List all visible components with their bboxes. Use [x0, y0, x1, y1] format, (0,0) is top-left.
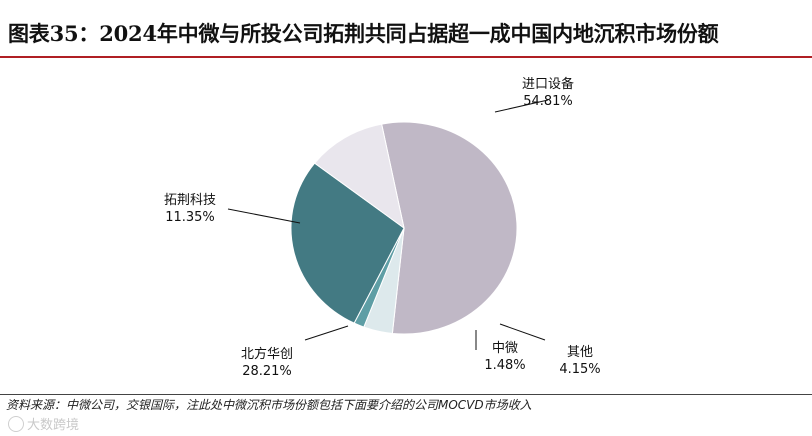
watermark: 大数跨境 — [8, 414, 79, 433]
slice-name-label-2: 中微 — [492, 341, 518, 356]
leader-lines — [227, 99, 549, 350]
slice-name-label-4: 拓荆科技 — [164, 192, 216, 208]
pie-slice-4 — [313, 123, 405, 230]
leader-line-4 — [227, 208, 301, 224]
slice-value-label-0: 54.81% — [523, 94, 573, 109]
slice-value-label-3: 28.21% — [242, 364, 292, 379]
leader-line-1 — [499, 323, 546, 341]
title-rule — [0, 56, 812, 58]
slice-value-label-4: 11.35% — [165, 210, 215, 225]
slice-labels: 进口设备 54.81% 其他 4.15% 中微 1.48% 北方华创 28.21% 拓荆科技 11… — [164, 76, 601, 379]
source-rule — [0, 394, 812, 395]
slice-name-label-0: 进口设备 — [522, 76, 574, 92]
pie-slice-3 — [290, 162, 405, 324]
slice-value-label-1: 4.15% — [559, 362, 600, 377]
leader-line-3 — [304, 325, 349, 341]
pie-slice-0 — [381, 121, 518, 335]
leader-line-0 — [494, 99, 549, 113]
watermark-text: 大数跨境 — [27, 418, 80, 433]
slice-name-label-1: 其他 — [567, 345, 593, 360]
pie-slices — [290, 121, 518, 335]
source-note: 资料来源：中微公司，交银国际，注此处中微沉积市场份额包括下面要介绍的公司MOCV… — [6, 398, 532, 412]
watermark-logo-icon — [8, 416, 24, 432]
slice-value-label-2: 1.48% — [484, 358, 525, 373]
slice-name-label-3: 北方华创 — [241, 346, 293, 362]
page-title: 图表35：2024年中微与所投公司拓荆共同占据超一成中国内地沉积市场份额 — [8, 21, 719, 46]
pie-chart: 进口设备 54.81% 其他 4.15% 中微 1.48% 北方华创 28.21% 拓荆科技 11… — [164, 76, 601, 379]
